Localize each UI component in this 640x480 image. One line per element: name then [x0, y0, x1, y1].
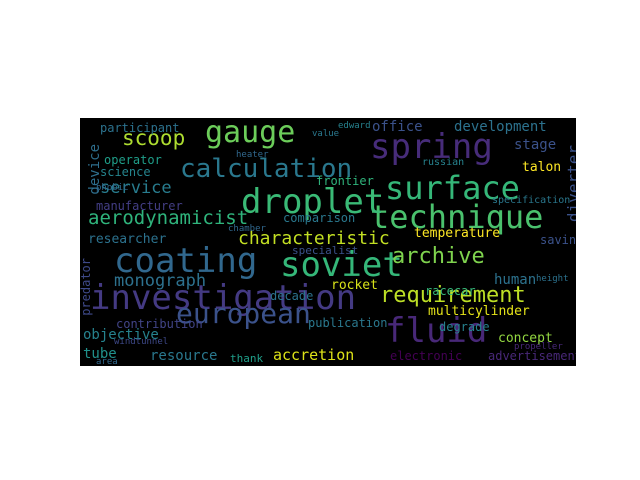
- word-phobic: phobic: [96, 183, 129, 193]
- word-talon: talon: [522, 160, 562, 175]
- word-diverter: diverter: [564, 145, 576, 223]
- word-soviet: soviet: [280, 245, 403, 285]
- word-droplet: droplet: [241, 182, 385, 222]
- word-decade: decade: [270, 289, 314, 303]
- word-service: service: [100, 178, 172, 198]
- word-surface: surface: [385, 169, 520, 207]
- word-degrade: degrade: [439, 320, 490, 334]
- word-russian: russian: [422, 157, 465, 168]
- word-height: height: [536, 274, 569, 284]
- word-frontier: frontier: [316, 174, 374, 188]
- word-chamber: chamber: [228, 224, 266, 234]
- word-saving: saving: [540, 233, 576, 247]
- word-tube: tube: [83, 346, 117, 362]
- word-cloud: investigation coating soviet european fluid s…: [80, 118, 576, 366]
- word-publication: publication: [308, 316, 388, 330]
- word-coating: coating: [114, 241, 258, 281]
- word-heater: heater: [236, 150, 269, 160]
- word-operator: operator: [104, 153, 162, 167]
- word-contribution: contribution: [116, 317, 203, 331]
- word-aerodynamicist: aerodynamicist: [88, 207, 249, 229]
- word-multicylinder: multicylinder: [428, 304, 530, 319]
- word-human: human: [494, 272, 537, 288]
- word-racecar: racecar: [425, 284, 476, 298]
- word-windtunnel: windtunnel: [114, 337, 169, 347]
- word-science: science: [100, 165, 151, 179]
- word-predator: predator: [80, 258, 93, 316]
- word-development: development: [454, 119, 547, 135]
- word-spring: spring: [370, 127, 493, 167]
- word-accretion: accretion: [273, 346, 355, 364]
- word-manufacturer: manufacturer: [96, 199, 183, 213]
- word-concept: concept: [498, 331, 553, 346]
- word-temperature: temperature: [414, 226, 501, 241]
- word-comparison: comparison: [283, 211, 356, 225]
- word-resource: resource: [150, 348, 218, 364]
- word-fluid: fluid: [385, 311, 488, 351]
- word-specialist: specialist: [292, 244, 359, 257]
- word-propeller: propeller: [514, 342, 563, 352]
- word-archive: archive: [392, 244, 485, 269]
- word-specification: specification: [492, 195, 571, 206]
- word-european: european: [176, 297, 311, 330]
- word-edward: edward: [338, 121, 371, 131]
- word-monograph: monograph: [114, 271, 207, 291]
- word-electronic: electronic: [390, 349, 463, 363]
- word-rocket: rocket: [331, 278, 378, 293]
- word-calculation: calculation: [180, 154, 353, 184]
- word-technique: technique: [370, 198, 544, 236]
- word-requirement: requirement: [380, 283, 526, 308]
- word-characteristic: characteristic: [238, 228, 390, 249]
- word-value: value: [312, 129, 340, 139]
- word-objective: objective: [83, 327, 159, 343]
- word-scoop: scoop: [122, 126, 186, 150]
- word-participant: participant: [100, 121, 180, 135]
- word-area: area: [96, 357, 118, 367]
- word-investigation: investigation: [90, 278, 357, 318]
- word-gauge: gauge: [205, 118, 296, 150]
- word-thank: thank: [230, 352, 264, 365]
- word-advertisement: advertisement: [488, 349, 576, 363]
- word-researcher: researcher: [88, 232, 167, 247]
- word-office: office: [372, 119, 423, 135]
- word-stage: stage: [514, 137, 557, 153]
